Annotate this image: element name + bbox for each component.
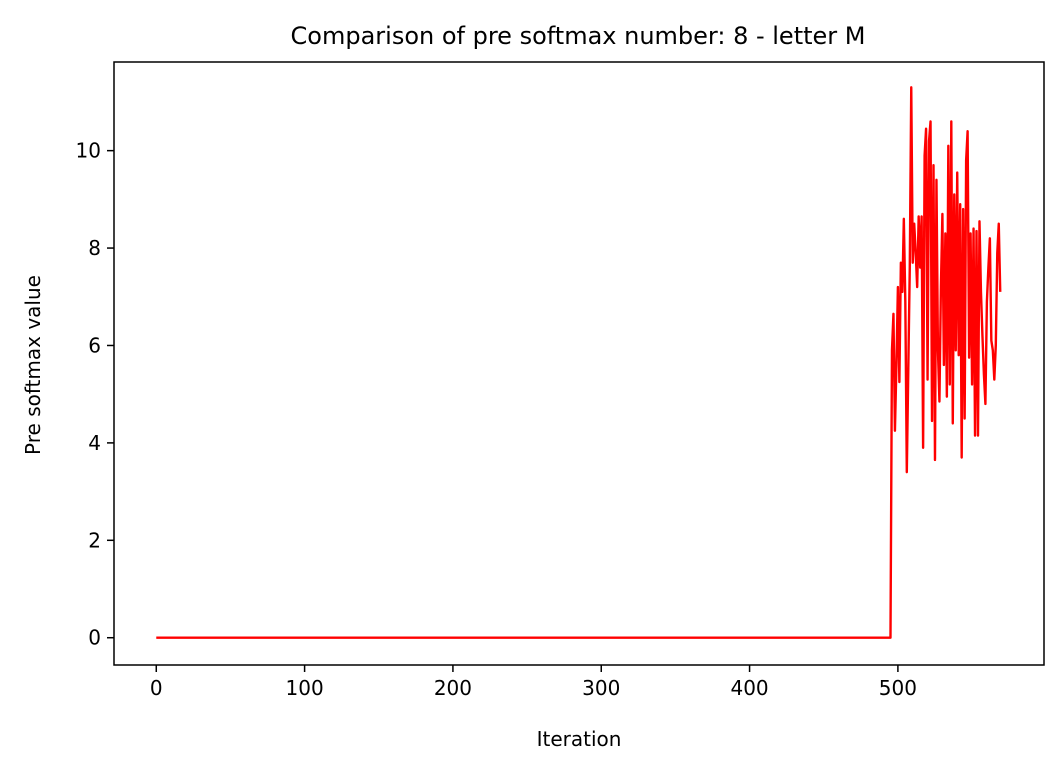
x-tick-label: 300: [582, 676, 620, 700]
x-tick-label: 400: [730, 676, 768, 700]
series-line: [156, 86, 1002, 639]
y-tick-label: 4: [88, 431, 101, 455]
x-tick-label: 200: [434, 676, 472, 700]
y-tick-label: 8: [88, 236, 101, 260]
y-axis-title: Pre softmax value: [21, 275, 45, 455]
y-tick-label: 10: [76, 139, 101, 163]
y-axis: 0 2 4 6 8 10: [76, 139, 114, 650]
y-tick-label: 0: [88, 626, 101, 650]
x-tick-label: 100: [286, 676, 324, 700]
plot-area: [156, 86, 1002, 639]
chart-title: Comparison of pre softmax number: 8 - le…: [291, 22, 866, 50]
x-tick-label: 0: [150, 676, 163, 700]
plot-frame: [113, 61, 1045, 666]
y-tick-label: 2: [88, 528, 101, 552]
y-tick-label: 6: [88, 333, 101, 357]
x-tick-label: 500: [879, 676, 917, 700]
x-axis: 0 100 200 300 400 500: [150, 665, 917, 700]
x-axis-title: Iteration: [537, 727, 622, 751]
